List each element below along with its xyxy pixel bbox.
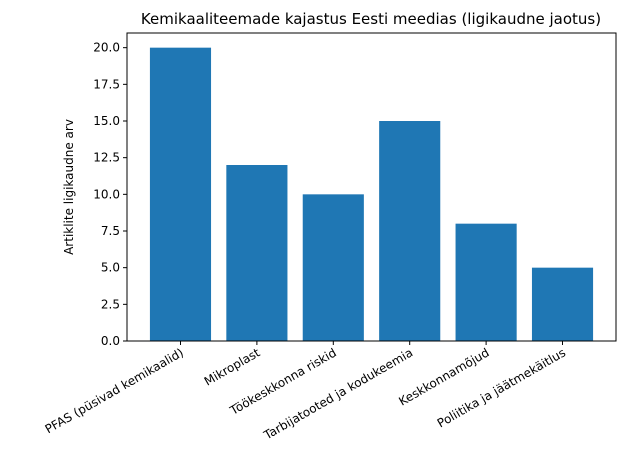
y-tick-label: 2.5 xyxy=(101,297,120,311)
y-axis-label: Artiklite ligikaudne arv xyxy=(62,119,76,255)
y-tick-label: 17.5 xyxy=(93,77,120,91)
y-axis: 0.0 2.5 5.0 7.5 10.0 12.5 15.0 17.5 20.0 xyxy=(93,41,127,348)
y-tick-label: 15.0 xyxy=(93,114,120,128)
bar-3 xyxy=(379,121,441,341)
bar-2 xyxy=(302,194,364,341)
bar-1 xyxy=(226,165,288,341)
y-tick-label: 12.5 xyxy=(93,151,120,165)
x-tick-label: PFAS (püsivad kemikaalid) xyxy=(43,345,186,436)
y-tick-label: 7.5 xyxy=(101,224,120,238)
y-tick-label: 0.0 xyxy=(101,334,120,348)
bar-4 xyxy=(455,223,517,341)
x-tick-label: Tarbijatooted ja kodukeemia xyxy=(261,345,416,442)
x-axis: PFAS (püsivad kemikaalid) MikroplastTööke… xyxy=(43,341,568,443)
chart-title: Kemikaaliteemade kajastus Eesti meedias … xyxy=(141,10,601,28)
y-tick-label: 20.0 xyxy=(93,41,120,55)
y-tick-label: 10.0 xyxy=(93,187,120,201)
bar-5 xyxy=(531,267,594,341)
bar-0 xyxy=(149,47,212,342)
plot-frame xyxy=(126,32,617,342)
x-tick-label: Mikroplast xyxy=(202,345,263,388)
y-tick-label: 5.0 xyxy=(101,261,120,275)
x-tick-label: Poliitika ja jäätmekäitlus xyxy=(435,345,568,430)
bars-group xyxy=(149,47,594,342)
